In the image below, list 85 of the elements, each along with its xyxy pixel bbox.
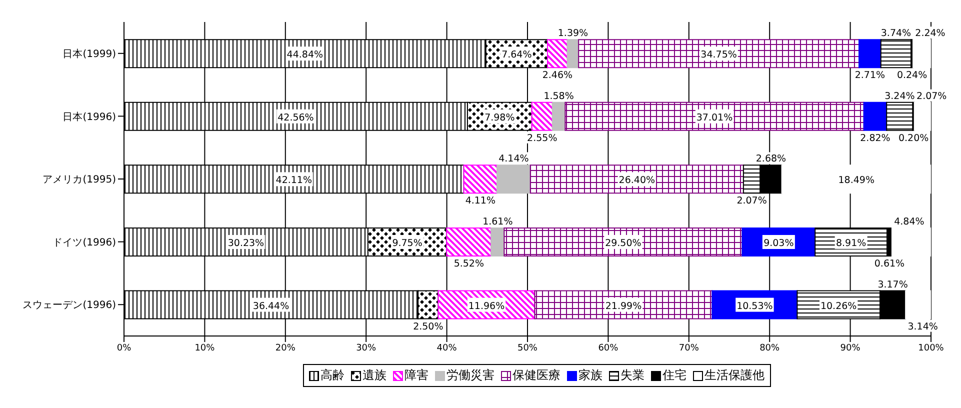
data-label: 10.26% xyxy=(820,300,857,312)
legend-label: 住宅 xyxy=(662,367,686,384)
data-label: 30.23% xyxy=(228,238,264,249)
bar xyxy=(886,102,914,131)
y-tick-label: 日本(1996) xyxy=(62,110,116,123)
y-tick-label: ドイツ(1996) xyxy=(52,237,116,248)
bar xyxy=(446,227,492,256)
data-label: 8.91% xyxy=(836,238,866,249)
data-label: 1.39% xyxy=(558,28,588,40)
y-tick-label: 日本(1999) xyxy=(62,48,116,60)
x-tick-label: 50% xyxy=(517,343,538,354)
data-label: 0.24% xyxy=(896,70,928,82)
data-label: 2.71% xyxy=(854,70,886,82)
data-label: 11.96% xyxy=(468,300,505,312)
legend-label: 保健医療 xyxy=(512,367,560,384)
data-label: 2.50% xyxy=(413,321,444,332)
legend-label: 生活保護他 xyxy=(704,367,764,384)
data-label: 2.07% xyxy=(916,90,947,102)
data-label: 7.64% xyxy=(502,50,532,61)
data-label: 0.61% xyxy=(874,258,905,270)
data-label: 1.61% xyxy=(482,216,513,228)
data-label: 18.49% xyxy=(838,175,875,186)
x-tick-label: 100% xyxy=(918,343,944,354)
y-tick-label: アメリカ(1995) xyxy=(42,174,116,186)
legend-label: 労働災害 xyxy=(446,367,494,384)
bar xyxy=(534,290,713,320)
data-label: 5.52% xyxy=(454,258,484,270)
data-label: 4.84% xyxy=(894,216,924,228)
data-label: 21.99% xyxy=(605,300,642,312)
data-label: 42.11% xyxy=(276,175,312,186)
data-label: 37.01% xyxy=(696,112,733,124)
data-label: 2.46% xyxy=(542,70,573,82)
x-tick-label: 10% xyxy=(194,343,216,354)
y-tick-label: スウェーデン(1996) xyxy=(22,300,116,312)
bar xyxy=(564,102,864,131)
legend-label: 高齢 xyxy=(320,367,344,384)
bar xyxy=(463,164,498,194)
legend-label: 失業 xyxy=(620,367,644,384)
data-label: 44.84% xyxy=(286,50,324,61)
bar xyxy=(496,164,531,194)
data-label: 7.98% xyxy=(484,112,515,124)
data-label: 3.24% xyxy=(884,90,915,102)
data-label: 3.74% xyxy=(880,28,912,40)
bar xyxy=(578,39,860,68)
data-label: 3.17% xyxy=(878,279,908,290)
bar xyxy=(858,39,882,68)
data-label: 2.68% xyxy=(756,154,786,165)
bar xyxy=(490,227,505,256)
data-label: 0.20% xyxy=(898,132,929,144)
legend-label: 家族 xyxy=(578,367,602,384)
data-label: 1.58% xyxy=(544,90,574,102)
x-tick-label: 60% xyxy=(598,343,619,354)
x-tick-label: 30% xyxy=(356,343,377,354)
data-label: 9.75% xyxy=(392,238,422,249)
data-label: 2.24% xyxy=(915,28,946,40)
bar xyxy=(880,39,912,68)
data-label: 4.14% xyxy=(498,154,529,165)
x-tick-label: 80% xyxy=(760,343,780,354)
x-tick-label: 70% xyxy=(678,343,700,354)
bar xyxy=(552,102,566,131)
data-label: 9.03% xyxy=(764,238,794,249)
data-label: 26.40% xyxy=(618,175,656,186)
data-label: 42.56% xyxy=(278,112,314,124)
bar xyxy=(531,102,553,131)
x-tick-label: 90% xyxy=(840,343,861,354)
bar xyxy=(566,39,580,68)
bar xyxy=(530,164,744,194)
legend-label: 遺族 xyxy=(362,367,386,384)
bar xyxy=(504,227,743,256)
data-label: 34.75% xyxy=(700,50,737,61)
x-tick-label: 0% xyxy=(116,343,132,354)
data-label: 2.82% xyxy=(860,132,890,144)
data-label: 2.07% xyxy=(736,196,767,207)
bar xyxy=(547,39,568,68)
legend-label: 障害 xyxy=(404,367,428,384)
x-tick-label: 40% xyxy=(436,343,458,354)
data-label: 3.14% xyxy=(908,321,938,332)
x-tick-label: 20% xyxy=(275,343,296,354)
data-label: 29.50% xyxy=(605,238,642,249)
data-label: 10.53% xyxy=(736,300,773,312)
bar xyxy=(863,102,888,131)
bar xyxy=(891,227,931,256)
data-label: 36.44% xyxy=(252,300,290,312)
data-label: 2.55% xyxy=(527,132,558,144)
data-label: 4.11% xyxy=(465,196,496,207)
